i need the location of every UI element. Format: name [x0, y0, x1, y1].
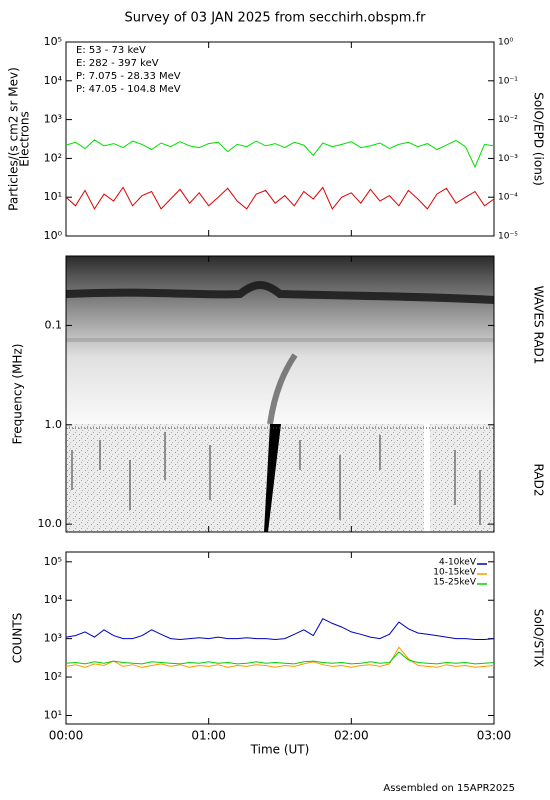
x-tick-label: 01:00 [191, 729, 226, 743]
spectrogram-image [65, 256, 495, 532]
plot-frame [65, 255, 495, 533]
y-tick-label: 10² [44, 151, 62, 164]
y-axis-label: Particles/(s cm2 sr Mev) [7, 67, 21, 211]
x-axis-label: Time (UT) [250, 743, 310, 757]
y2-axis-label: RAD2 [532, 464, 546, 497]
y-tick-label: 10⁵ [44, 35, 62, 48]
y-tick-label: 10³ [44, 113, 62, 126]
y-tick-label: 10.0 [38, 517, 63, 530]
y-axis-label: Frequency (MHz) [11, 344, 25, 445]
y2-tick-label: 10⁻³ [498, 154, 518, 164]
y-tick-label: 10¹ [44, 708, 62, 721]
series-line [65, 646, 495, 668]
series-line [65, 139, 495, 169]
y-tick-label: 10⁴ [44, 593, 63, 606]
y-tick-label: 0.1 [45, 318, 63, 331]
y2-axis-label: WAVES RAD1 [532, 286, 546, 365]
series-line [65, 186, 495, 210]
y2-axis-label: SolO/EPD (ions) [532, 92, 546, 186]
legend-label: E: 282 - 397 keV [76, 58, 159, 69]
y2-tick-label: 10⁻² [498, 115, 518, 125]
y-tick-label: 10⁵ [44, 555, 62, 568]
y-tick-label: 10³ [44, 632, 62, 645]
x-tick-label: 02:00 [334, 729, 369, 743]
y2-tick-label: 10⁻¹ [498, 76, 518, 86]
plot-frame [65, 551, 495, 725]
footer: Assembled on 15APR2025 [383, 783, 515, 794]
y2-tick-label: 10⁻⁴ [498, 193, 518, 203]
legend-label: P: 47.05 - 104.8 MeV [76, 84, 181, 95]
y-tick-label: 1.0 [45, 418, 63, 431]
series-line [65, 651, 495, 665]
y-axis-label: Electrons [18, 111, 32, 166]
y-tick-label: 10⁰ [44, 229, 63, 242]
legend-label: P: 7.075 - 28.33 MeV [76, 71, 181, 82]
plot-frame [65, 41, 495, 237]
series-line [65, 618, 495, 641]
y2-tick-label: 10⁻⁵ [498, 232, 518, 242]
y2-tick-label: 10⁰ [498, 38, 513, 48]
x-tick-label: 03:00 [477, 729, 512, 743]
y2-axis-label: SolO/STIX [532, 609, 546, 668]
y-tick-label: 10¹ [44, 190, 62, 203]
y-tick-label: 10⁴ [44, 74, 63, 87]
y-tick-label: 10² [44, 670, 62, 683]
page-title: Survey of 03 JAN 2025 from secchirh.obsp… [125, 11, 427, 26]
x-tick-label: 00:00 [49, 729, 84, 743]
legend-label: 4-10keV [439, 558, 477, 568]
legend-label: 15-25keV [433, 578, 477, 588]
legend-label: 10-15keV [433, 568, 477, 578]
y-axis-label: COUNTS [11, 613, 25, 664]
legend-label: E: 53 - 73 keV [76, 45, 146, 56]
